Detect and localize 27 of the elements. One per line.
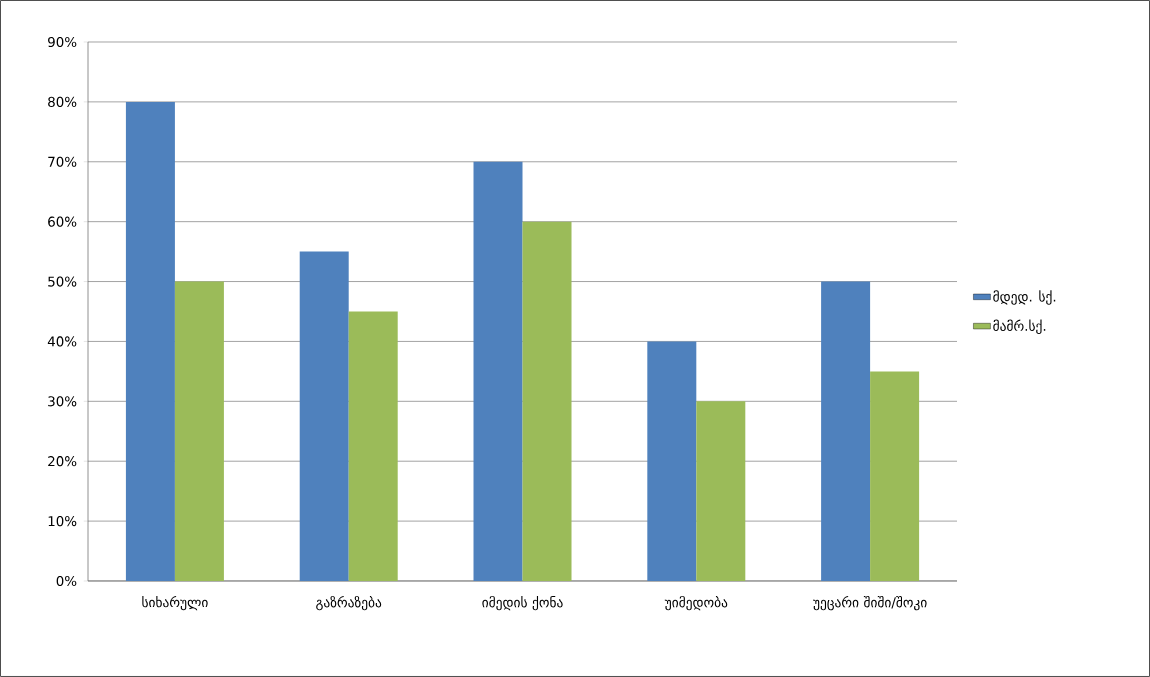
x-tick-label: უიმედობა: [664, 595, 728, 611]
bar: [522, 221, 572, 581]
y-tick-label: 30%: [48, 396, 77, 407]
bar: [821, 281, 871, 581]
bar: [647, 341, 697, 581]
y-tick-label: 90%: [48, 36, 77, 48]
x-tick-label: გაზრაზება: [316, 595, 382, 611]
bar: [348, 311, 398, 581]
y-tick-label: 70%: [48, 156, 77, 167]
y-tick-label: 20%: [48, 456, 77, 467]
y-tick-label: 40%: [47, 336, 77, 347]
x-tick-label: იმედის ქონა: [482, 595, 563, 611]
bar: [299, 251, 349, 581]
y-tick-label: 10%: [48, 516, 77, 527]
y-tick-label: 60%: [48, 216, 77, 227]
bar: [125, 101, 175, 581]
y-tick-label: 80%: [48, 96, 77, 107]
bar: [174, 281, 224, 581]
x-tick-label: სიხარული: [142, 595, 208, 611]
y-tick-label: 50%: [48, 276, 77, 287]
y-tick-label: 0%: [56, 575, 77, 587]
legend-label: მდედ. სქ.: [993, 290, 1056, 305]
x-tick-label: უეცარი შიში/შოკი: [813, 595, 927, 611]
legend-label: მამრ.სქ.: [993, 319, 1046, 334]
bar: [696, 401, 746, 581]
bar: [473, 161, 523, 581]
bar: [870, 371, 920, 581]
